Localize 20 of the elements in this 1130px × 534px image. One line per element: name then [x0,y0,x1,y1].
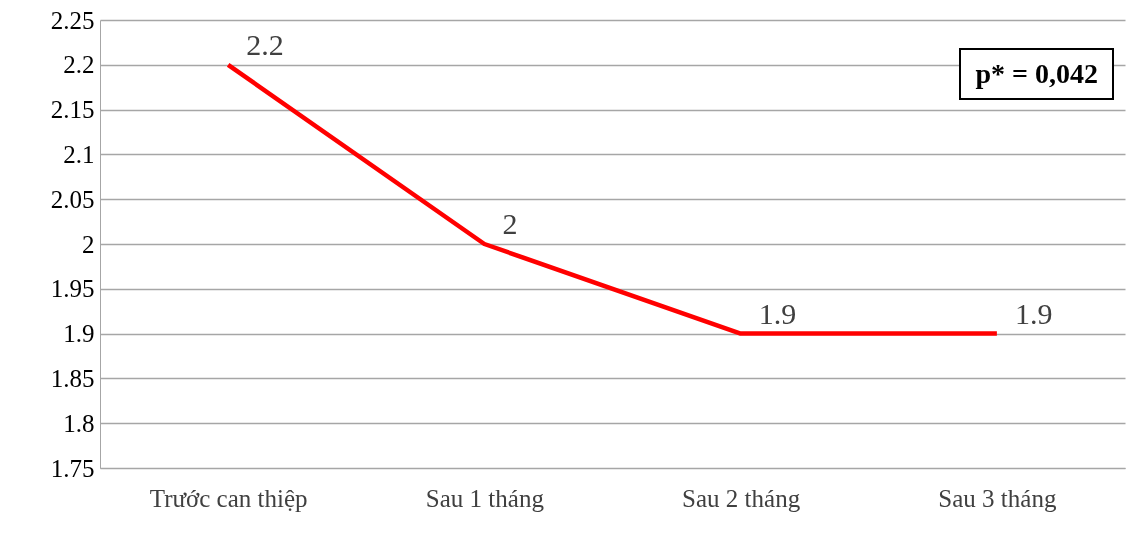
y-tick-label: 1.9 [63,320,95,348]
x-tick-label: Sau 1 tháng [425,484,545,512]
y-tick-label: 1.8 [63,409,95,437]
data-label: 1.9 [758,296,797,330]
data-label: 2 [502,207,518,240]
y-tick-label: 2.05 [50,185,95,213]
annotation: p* = 0,042 [959,48,1114,100]
x-tick-label: Trước can thiệp [149,484,308,512]
y-tick-label: 2 [82,230,95,258]
data-label: 2.2 [246,27,284,61]
y-tick-label: 2.2 [63,51,95,79]
x-tick-label: Sau 2 tháng [682,484,801,512]
y-tick-label: 1.95 [50,275,95,303]
y-tick-label: 2.1 [63,140,95,168]
x-tick-label: Sau 3 tháng [938,484,1057,512]
y-tick-label: 1.85 [50,364,95,392]
data-label: 1.9 [1014,296,1053,330]
y-tick-label: 2.15 [50,96,95,124]
y-tick-label: 1.75 [50,454,95,482]
y-tick-label: 2.25 [50,6,95,34]
